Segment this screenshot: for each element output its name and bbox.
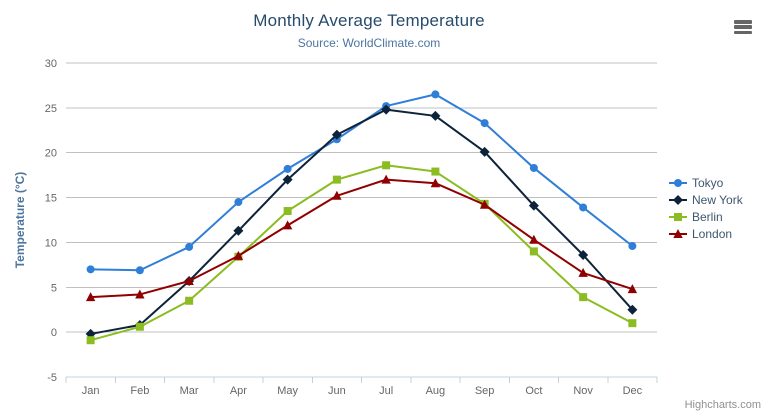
svg-text:Mar: Mar: [180, 385, 199, 397]
svg-text:20: 20: [45, 148, 57, 160]
series-berlin: [86, 161, 637, 345]
x-axis: [65, 376, 658, 383]
legend: Tokyo New York Berlin London: [668, 174, 743, 242]
legend-item-berlin[interactable]: Berlin: [668, 208, 743, 225]
svg-text:Aug: Aug: [426, 385, 446, 397]
hamburger-menu-icon: [734, 30, 752, 34]
svg-text:Jun: Jun: [328, 385, 346, 397]
series-tokyo: [86, 90, 637, 275]
legend-label: London: [692, 226, 733, 241]
london-series-icon: [669, 228, 687, 238]
legend-label: New York: [692, 192, 743, 207]
svg-text:Jan: Jan: [82, 385, 100, 397]
legend-item-tokyo[interactable]: Tokyo: [668, 174, 743, 191]
series-new-york: [85, 104, 638, 339]
svg-text:Jul: Jul: [379, 385, 393, 397]
chart-title: Monthly Average Temperature: [253, 11, 485, 30]
legend-item-new-york[interactable]: New York: [668, 191, 743, 208]
highcharts-credits[interactable]: Highcharts.com: [684, 399, 761, 411]
svg-text:30: 30: [45, 58, 57, 70]
svg-text:Apr: Apr: [230, 385, 247, 397]
svg-text:0: 0: [51, 327, 57, 339]
new-york-series-icon: [669, 194, 687, 205]
y-axis-labels: 30 25 20 15 10 5 0 -5: [45, 58, 57, 384]
x-axis-labels: Jan Feb Mar Apr May Jun Jul Aug Sep Oct Nov Dec: [82, 385, 643, 397]
y-axis-title: Temperature (°C): [13, 172, 27, 269]
svg-text:Feb: Feb: [130, 385, 149, 397]
svg-text:Oct: Oct: [525, 385, 542, 397]
svg-text:15: 15: [45, 193, 57, 205]
svg-text:5: 5: [51, 282, 57, 294]
svg-text:25: 25: [45, 103, 57, 115]
tokyo-series-icon: [669, 178, 687, 187]
svg-text:May: May: [277, 385, 298, 397]
svg-text:Sep: Sep: [475, 385, 495, 397]
svg-text:-5: -5: [47, 372, 57, 384]
svg-text:10: 10: [45, 237, 57, 249]
hamburger-menu-icon: [734, 20, 752, 24]
berlin-series-icon: [669, 212, 687, 221]
svg-text:Nov: Nov: [573, 385, 593, 397]
hamburger-menu-icon: [734, 25, 752, 29]
legend-label: Berlin: [692, 209, 723, 224]
svg-text:Dec: Dec: [623, 385, 643, 397]
series-london: [85, 174, 638, 302]
export-menu-button[interactable]: [732, 18, 754, 36]
gridlines: [66, 62, 657, 378]
legend-label: Tokyo: [692, 175, 724, 190]
chart-subtitle: Source: WorldClimate.com: [297, 36, 441, 50]
legend-item-london[interactable]: London: [668, 225, 743, 242]
